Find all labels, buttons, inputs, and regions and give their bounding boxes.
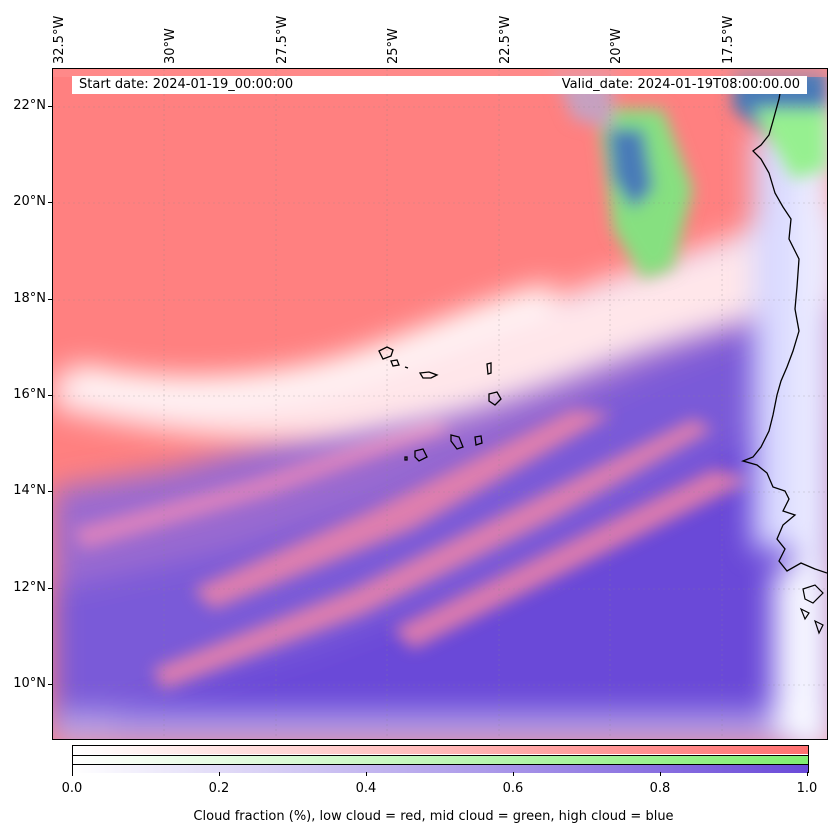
lat-tick [48, 684, 52, 685]
colorbar-tick-label: 0.0 [61, 781, 83, 796]
valid-date: Valid_date: 2024-01-19T08:00:00.00 [561, 77, 800, 92]
lat-tick [48, 299, 52, 300]
lat-label-12n: 12°N [13, 580, 46, 595]
graticule [53, 69, 827, 739]
lat-tick [48, 395, 52, 396]
colorbar-tick [660, 772, 661, 776]
lat-label-22n: 22°N [13, 98, 46, 113]
lat-tick [48, 588, 52, 589]
guinea-bissau-islands [799, 584, 824, 635]
lon-label-27-5w: 27.5°W [275, 15, 290, 64]
colorbar-tick-label: 0.2 [208, 781, 230, 796]
lon-label-17-5w: 17.5°W [721, 15, 736, 64]
map-canvas [53, 69, 827, 739]
colorbar-mid-cloud [73, 755, 808, 764]
lat-tick [48, 491, 52, 492]
date-info-box: Start date: 2024-01-19_00:00:00 Valid_da… [72, 76, 807, 94]
lon-label-30w: 30°W [163, 28, 178, 64]
lat-label-18n: 18°N [13, 291, 46, 306]
colorbar-low-cloud [73, 746, 808, 754]
cape-verde-islands [378, 346, 502, 462]
colorbar-label: Cloud fraction (%), low cloud = red, mid… [193, 809, 674, 824]
lon-label-22-5w: 22.5°W [498, 15, 513, 64]
clear-band [53, 209, 827, 440]
colorbar-tick-label: 0.8 [649, 781, 671, 796]
start-date: Start date: 2024-01-19_00:00:00 [79, 77, 294, 92]
colorbar-tick [219, 772, 220, 776]
colorbar-tick-label: 1.0 [796, 781, 818, 796]
colorbar-tick [366, 772, 367, 776]
cloud-fraction-map [52, 68, 828, 740]
lon-label-32-5w: 32.5°W [52, 15, 67, 64]
lat-tick [48, 106, 52, 107]
lat-label-14n: 14°N [13, 483, 46, 498]
colorbar-tick [72, 772, 73, 776]
colorbar-tick-label: 0.4 [355, 781, 377, 796]
colorbar-tick [807, 772, 808, 776]
colorbar-high-cloud [73, 764, 808, 773]
lat-tick [48, 202, 52, 203]
lon-label-20w: 20°W [609, 28, 624, 64]
colorbar-tick [513, 772, 514, 776]
africa-coastline [740, 76, 827, 574]
mid-cloud-area [553, 69, 827, 279]
lon-label-25w: 25°W [386, 28, 401, 64]
lat-label-16n: 16°N [13, 387, 46, 402]
lat-label-20n: 20°N [13, 194, 46, 209]
colorbar [72, 745, 809, 773]
low-cloud-streaks [73, 409, 753, 689]
lat-label-10n: 10°N [13, 676, 46, 691]
colorbar-tick-label: 0.6 [502, 781, 524, 796]
